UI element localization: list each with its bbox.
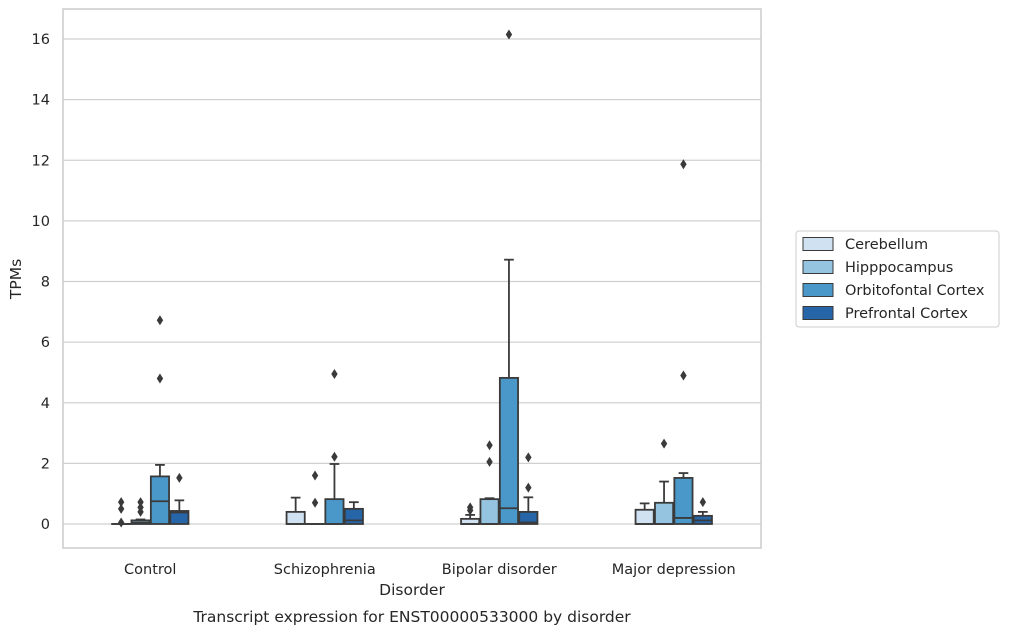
box xyxy=(169,510,190,525)
y-tick-label: 10 xyxy=(32,214,50,230)
box xyxy=(324,498,345,525)
outlier-point xyxy=(505,29,513,40)
outlier-point xyxy=(156,373,164,384)
box xyxy=(149,475,170,525)
box-group xyxy=(518,452,539,525)
outlier-point xyxy=(311,497,319,508)
legend-label: Orbitofontal Cortex xyxy=(845,283,985,299)
y-axis-label: TPMs xyxy=(7,259,25,300)
outlier-point xyxy=(331,368,338,379)
outlier-point xyxy=(176,472,183,483)
box xyxy=(518,510,539,525)
box-group xyxy=(305,470,326,525)
x-axis-label: Disorder xyxy=(379,581,445,599)
legend-swatch xyxy=(802,237,834,251)
legend-label: Hipppocampus xyxy=(845,260,953,276)
box xyxy=(654,501,675,525)
box-group xyxy=(498,29,519,525)
x-tick-label: Bipolar disorder xyxy=(442,562,557,578)
box-group xyxy=(324,368,345,525)
x-tick-label: Control xyxy=(124,562,176,578)
legend-swatch xyxy=(802,306,834,320)
outlier-point xyxy=(525,452,532,463)
y-tick-label: 14 xyxy=(32,93,50,109)
outlier-point xyxy=(486,456,493,467)
outlier-point xyxy=(137,497,144,508)
outlier-point xyxy=(486,440,493,451)
legend-label: Prefrontal Cortex xyxy=(845,306,968,322)
y-tick-label: 0 xyxy=(41,517,50,533)
legend: Cerebellum Hipppocampus Orbitofontal Corte… xyxy=(795,230,1000,328)
legend-label: Cerebellum xyxy=(845,237,928,253)
outlier-point xyxy=(331,451,338,462)
legend-swatch xyxy=(802,283,834,297)
y-tick-label: 6 xyxy=(41,335,50,351)
box xyxy=(343,507,364,525)
y-tick-label: 16 xyxy=(32,32,50,48)
x-tick-label: Major depression xyxy=(612,562,736,578)
box-group xyxy=(634,502,655,525)
box xyxy=(634,508,655,525)
boxes xyxy=(111,29,713,528)
box-group xyxy=(479,440,500,525)
gridlines xyxy=(63,38,761,525)
outlier-point xyxy=(466,502,474,513)
outlier-point xyxy=(680,370,687,381)
box-group xyxy=(169,472,190,525)
y-tick-label: 12 xyxy=(32,153,50,169)
box-group xyxy=(673,159,694,525)
box-group xyxy=(343,501,364,525)
box xyxy=(498,376,519,525)
outlier-point xyxy=(117,517,125,528)
outlier-point xyxy=(525,482,532,493)
outlier-point xyxy=(311,470,319,481)
plot-frame xyxy=(62,8,762,549)
box xyxy=(285,510,306,525)
y-tick-label: 2 xyxy=(41,456,50,472)
outlier-point xyxy=(117,497,125,508)
legend-frame xyxy=(795,230,1000,328)
box-group xyxy=(692,497,713,525)
box xyxy=(479,498,500,525)
y-tick-label: 8 xyxy=(41,275,50,291)
legend-swatch xyxy=(802,260,834,274)
box xyxy=(673,477,694,525)
box-group xyxy=(460,502,481,525)
y-tick-labels: 0 2 4 6 8 10 12 14 16 xyxy=(32,32,50,533)
box-group xyxy=(130,497,151,525)
x-tick-label: Schizophrenia xyxy=(274,562,376,578)
box-group xyxy=(654,438,675,525)
box-group xyxy=(111,497,132,528)
chart-caption: Transcript expression for ENST0000053300… xyxy=(192,608,631,626)
outlier-point xyxy=(117,503,125,514)
box-group xyxy=(149,315,170,525)
y-tick-label: 4 xyxy=(41,396,50,412)
outlier-point xyxy=(680,159,687,170)
x-tick-labels: Control Schizophrenia Bipolar disorder Majo… xyxy=(124,562,736,578)
box-group xyxy=(285,496,306,525)
outlier-point xyxy=(137,502,144,513)
outlier-point xyxy=(660,438,668,449)
outlier-point xyxy=(156,315,164,326)
outlier-point xyxy=(699,497,707,508)
